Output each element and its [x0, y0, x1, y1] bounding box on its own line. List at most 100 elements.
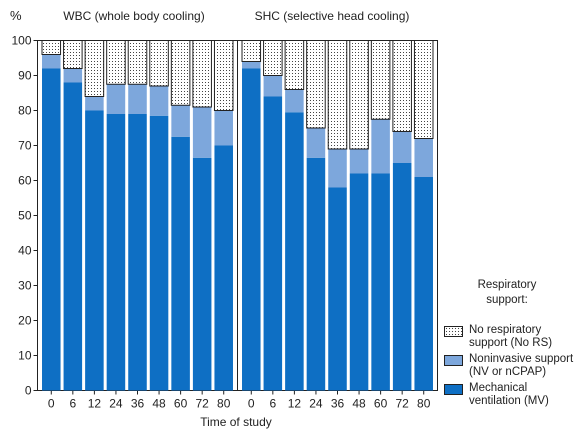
bar-mv-shc-72: [392, 163, 412, 391]
bar-nv-wbc-6: [63, 68, 83, 83]
bar-mv-wbc-24: [106, 114, 126, 391]
bar-mv-shc-0: [242, 68, 261, 391]
y-tick-label: 50: [18, 209, 32, 223]
x-tick-label: 48: [152, 397, 166, 411]
bar-nors-shc-0: [241, 40, 262, 62]
x-tick-label: 24: [109, 397, 123, 411]
bar-mv-wbc-60: [171, 136, 190, 391]
bar-nors-wbc-60: [170, 40, 191, 106]
bar-nv-wbc-24: [106, 84, 126, 114]
bar-nv-shc-36: [328, 149, 347, 188]
panel-title-wbc: WBC (whole body cooling): [63, 9, 204, 23]
bar-mv-wbc-6: [63, 82, 83, 391]
y-axis-label: %: [10, 8, 22, 23]
bar-nors-shc-12: [284, 40, 305, 90]
bar-mv-shc-6: [263, 96, 283, 391]
legend-item-mv: Mechanical ventilation (MV): [444, 382, 578, 408]
bar-nors-wbc-80: [213, 40, 234, 111]
bar-nors-wbc-72: [192, 40, 212, 108]
x-tick-label: 80: [217, 397, 231, 411]
x-tick-label: 0: [48, 397, 55, 411]
bar-mv-shc-12: [285, 112, 304, 391]
bar-nv-wbc-80: [214, 110, 233, 146]
bar-nv-shc-6: [263, 75, 283, 97]
bar-nv-shc-60: [371, 119, 390, 174]
bar-nv-wbc-0: [42, 54, 61, 69]
y-tick-label: 70: [18, 139, 32, 153]
bar-nors-wbc-36: [127, 40, 148, 85]
x-tick-label: 0: [248, 397, 255, 411]
y-tick-label: 90: [18, 69, 32, 83]
legend-title-line1: Respiratory: [477, 279, 537, 291]
legend-label-mv: Mechanical ventilation (MV): [469, 382, 549, 407]
y-tick-label: 0: [25, 384, 32, 398]
x-tick-label: 60: [174, 397, 188, 411]
bar-nors-shc-72: [392, 40, 412, 132]
bar-nv-wbc-48: [149, 86, 169, 116]
bar-nors-wbc-12: [84, 40, 105, 97]
y-tick-label: 100: [11, 34, 31, 48]
y-tick-label: 60: [18, 174, 32, 188]
y-tick-label: 80: [18, 104, 32, 118]
legend-item-no-rs: No respiratory support (No RS): [444, 324, 578, 350]
x-tick-label: 6: [269, 397, 276, 411]
legend-swatch-mv: [444, 384, 463, 395]
bar-mv-shc-36: [328, 187, 347, 391]
bar-mv-shc-80: [414, 177, 433, 391]
x-tick-label: 12: [288, 397, 302, 411]
x-tick-label: 72: [395, 397, 409, 411]
bar-nv-shc-24: [306, 128, 326, 158]
bar-nors-wbc-48: [149, 40, 169, 87]
x-tick-label: 72: [195, 397, 209, 411]
y-tick-label: 40: [18, 244, 32, 258]
legend-swatch-no-rs: [444, 326, 463, 337]
legend-label-nv: Noninvasive support (NV or nCPAP): [469, 353, 574, 378]
bar-nors-shc-36: [327, 40, 348, 150]
bar-mv-wbc-48: [149, 115, 169, 391]
x-tick-label: 6: [69, 397, 76, 411]
x-tick-label: 48: [352, 397, 366, 411]
bar-nors-shc-80: [413, 40, 434, 139]
bar-nors-shc-24: [306, 40, 326, 129]
y-tick-label: 30: [18, 279, 32, 293]
bar-nors-shc-48: [349, 40, 369, 150]
x-tick-label: 60: [374, 397, 388, 411]
bar-nors-wbc-6: [63, 40, 83, 69]
legend: Respiratory support: No respiratory supp…: [444, 278, 578, 411]
x-tick-label: 24: [309, 397, 323, 411]
bar-nv-shc-72: [392, 131, 412, 163]
bar-nv-wbc-72: [192, 107, 212, 158]
bar-mv-wbc-36: [128, 114, 147, 391]
bar-mv-shc-24: [306, 157, 326, 391]
bar-nv-shc-80: [414, 138, 433, 177]
bar-nors-wbc-0: [41, 40, 62, 55]
x-tick-label: 12: [88, 397, 102, 411]
bar-nors-wbc-24: [106, 40, 126, 85]
legend-title: Respiratory support:: [436, 278, 578, 308]
x-tick-label: 36: [131, 397, 145, 411]
x-tick-label: 36: [331, 397, 345, 411]
bar-mv-wbc-80: [214, 145, 233, 391]
legend-title-line2: support:: [486, 294, 528, 306]
bar-mv-wbc-0: [42, 68, 61, 391]
bar-mv-shc-60: [371, 173, 390, 391]
bar-nv-wbc-36: [128, 84, 147, 114]
legend-swatch-nv: [444, 355, 463, 366]
bar-nors-shc-60: [370, 40, 391, 120]
legend-item-nv: Noninvasive support (NV or nCPAP): [444, 353, 578, 379]
bar-nors-shc-6: [263, 40, 283, 76]
panel-title-shc: SHC (selective head cooling): [255, 9, 410, 23]
bar-nv-wbc-12: [85, 96, 104, 111]
bar-nv-wbc-60: [171, 105, 190, 137]
y-tick-label: 20: [18, 314, 32, 328]
bar-nv-shc-0: [242, 61, 261, 69]
x-tick-label: 80: [417, 397, 431, 411]
bar-nv-shc-48: [349, 149, 369, 174]
bar-nv-shc-12: [285, 89, 304, 113]
bar-mv-shc-48: [349, 173, 369, 391]
bar-mv-wbc-12: [85, 110, 104, 391]
x-axis-label: Time of study: [200, 415, 272, 429]
legend-label-no-rs: No respiratory support (No RS): [469, 324, 553, 349]
